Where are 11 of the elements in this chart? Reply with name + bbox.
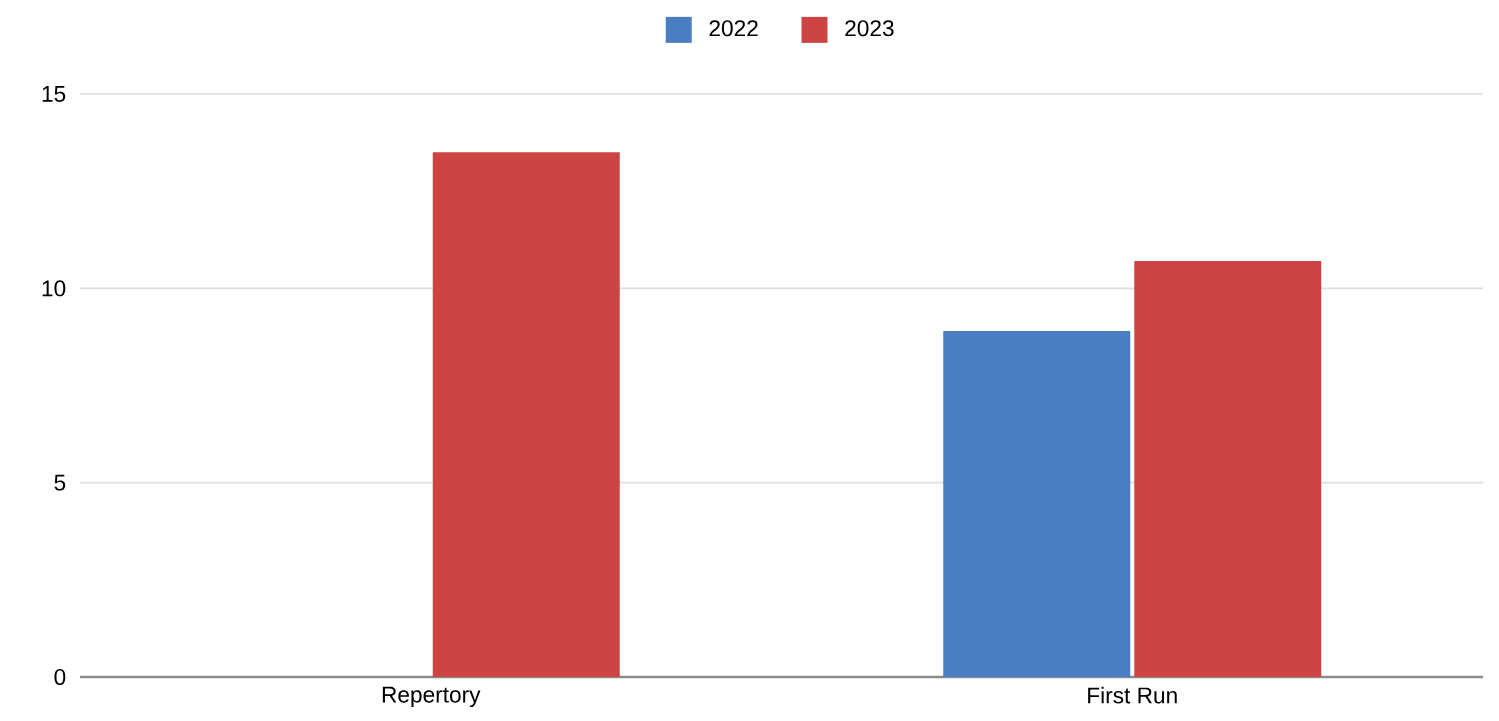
y-tick-label: 0 (54, 668, 66, 686)
y-tick-label: 5 (54, 474, 66, 491)
x-tick-label: Repertory (382, 686, 481, 708)
x-tick-label: First Run (1088, 686, 1177, 704)
bar (943, 331, 1131, 677)
legend-label: 2023 (845, 20, 894, 37)
bar (432, 152, 620, 677)
y-tick-label: 15 (42, 86, 66, 102)
y-tick-label: 10 (42, 280, 66, 297)
legend-label: 2022 (709, 20, 758, 37)
bar (1134, 261, 1322, 677)
